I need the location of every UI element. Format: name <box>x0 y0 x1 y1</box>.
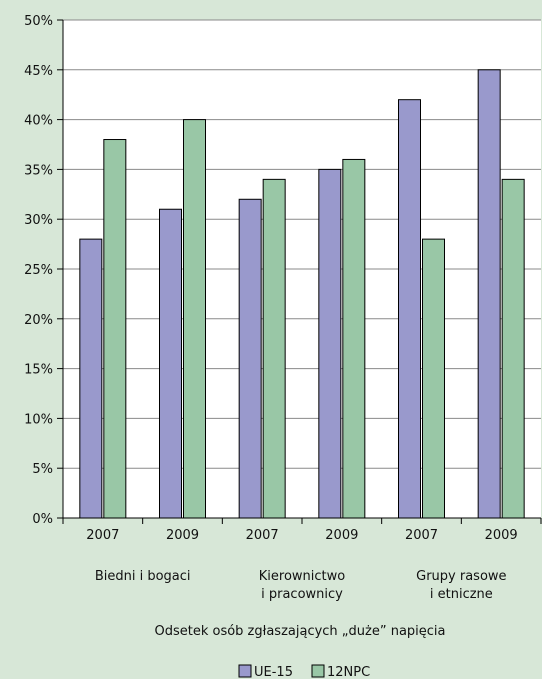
y-tick-label: 25% <box>24 263 53 278</box>
bar <box>238 198 262 519</box>
y-tick-label: 35% <box>24 163 53 178</box>
y-tick-label: 0% <box>32 512 53 527</box>
x-tick-label: 2007 <box>405 528 438 543</box>
gridlines <box>63 19 541 469</box>
group-label: i pracownicy <box>261 587 343 602</box>
y-tick-label: 5% <box>32 462 53 477</box>
y-tick-label: 20% <box>24 313 53 328</box>
y-tick-label: 30% <box>24 213 53 228</box>
x-tick-label: 2009 <box>325 528 358 543</box>
bar <box>318 168 342 519</box>
y-tick-label: 50% <box>24 14 53 29</box>
y-tick-label: 10% <box>24 412 53 427</box>
axes <box>57 19 542 524</box>
group-label: Biedni i bogaci <box>95 569 191 584</box>
legend-swatch <box>311 664 325 678</box>
x-tick-label: 2009 <box>485 528 518 543</box>
bars <box>79 69 525 519</box>
y-tick-label: 40% <box>24 114 53 129</box>
bar <box>398 99 421 519</box>
y-tick-label: 45% <box>24 64 53 79</box>
legend-swatch <box>238 664 252 678</box>
group-labels: Biedni i bogaci Kierownictwo i pracownicy G… <box>95 569 507 602</box>
bar <box>159 208 182 519</box>
y-tick-label: 15% <box>24 363 53 378</box>
x-tick-label: 2009 <box>166 528 199 543</box>
legend-label: UE-15 <box>254 665 293 679</box>
legend-label: 12NPC <box>327 665 370 679</box>
legend: UE-15 12NPC <box>238 664 370 679</box>
group-label: Grupy rasowe <box>416 569 506 584</box>
group-label: Kierownictwo <box>259 569 346 584</box>
group-label: i etniczne <box>430 587 493 602</box>
bar <box>79 238 103 519</box>
bar <box>262 178 286 519</box>
x-tick-label: 2007 <box>86 528 119 543</box>
bar <box>477 69 501 519</box>
x-tick-labels: 2007 2009 2007 2009 2007 2009 <box>86 528 517 543</box>
bar <box>103 139 127 519</box>
bar <box>501 178 525 519</box>
bar <box>183 119 206 519</box>
bar <box>342 158 366 519</box>
bar <box>422 238 445 519</box>
y-tick-labels: 0% 5% 10% 15% 20% 25% 30% 35% 40% 45% 50% <box>24 14 53 527</box>
x-axis-label: Odsetek osób zgłaszających „duże” napięc… <box>154 624 445 639</box>
x-tick-label: 2007 <box>246 528 279 543</box>
